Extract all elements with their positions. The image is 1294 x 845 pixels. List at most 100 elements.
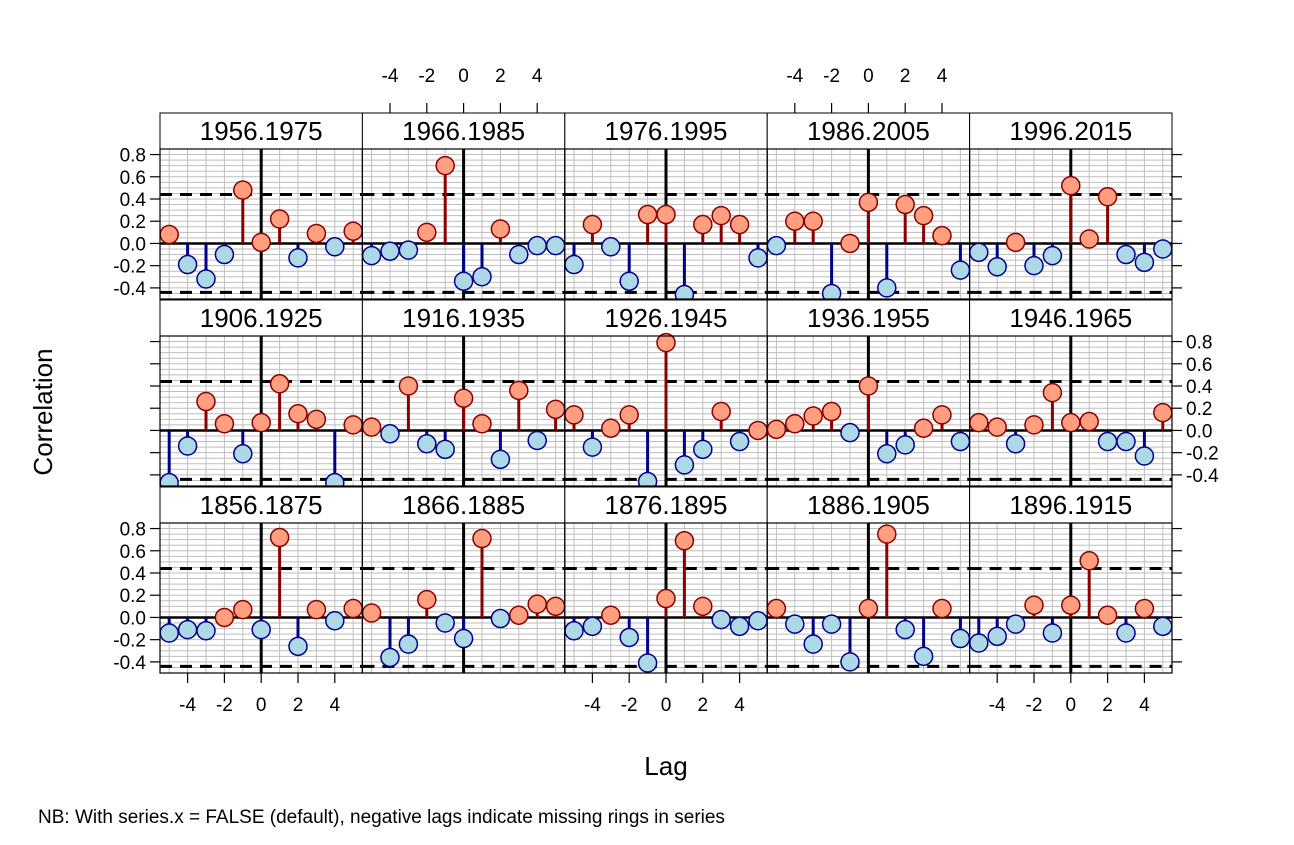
- data-point: [913, 205, 934, 226]
- data-point: [711, 609, 731, 630]
- panel-1986.2005: [766, 112, 971, 304]
- x-tick-label: -4: [786, 66, 803, 87]
- data-point: [343, 415, 363, 435]
- panel-1856.1875: [159, 486, 363, 674]
- data-point: [214, 607, 235, 628]
- data-point: [693, 214, 713, 235]
- strip: [564, 112, 768, 150]
- x-tick-label: 0: [256, 695, 267, 716]
- data-point: [509, 244, 529, 265]
- data-point: [361, 417, 382, 437]
- data-point: [251, 412, 271, 433]
- y-tick-label: 0.8: [1186, 333, 1212, 354]
- y-tick-label: 0.4: [120, 564, 147, 585]
- data-point: [785, 211, 805, 231]
- data-point: [1097, 431, 1118, 452]
- x-tick-label: 2: [1102, 695, 1113, 716]
- data-point: [214, 244, 235, 265]
- x-tick-label: -2: [621, 695, 638, 716]
- data-point: [693, 439, 713, 460]
- data-point: [1005, 232, 1026, 253]
- panel-1966.1985: [361, 112, 566, 300]
- data-point: [453, 388, 474, 408]
- data-point: [932, 405, 952, 425]
- x-tick-label: -4: [584, 695, 601, 716]
- y-tick-label: 0.8: [120, 146, 146, 167]
- y-tick-label: -0.4: [1186, 466, 1219, 487]
- x-tick-label: 4: [734, 695, 745, 716]
- x-tick-label: 4: [1139, 695, 1150, 716]
- data-point: [858, 192, 879, 213]
- data-point: [711, 205, 731, 226]
- data-point: [196, 391, 216, 412]
- data-point: [564, 405, 584, 425]
- data-point: [821, 401, 842, 422]
- data-point: [1061, 175, 1081, 196]
- data-point: [177, 254, 198, 275]
- data-point: [233, 444, 253, 464]
- data-point: [177, 436, 198, 456]
- data-point: [490, 449, 511, 470]
- data-point: [159, 623, 179, 643]
- x-tick-label: 2: [900, 66, 911, 87]
- data-point: [637, 204, 658, 225]
- x-tick-label: 4: [532, 66, 543, 87]
- data-point: [288, 404, 308, 424]
- data-point: [1061, 412, 1081, 433]
- data-point: [1097, 187, 1118, 207]
- strip: [564, 486, 768, 524]
- data-point: [582, 214, 603, 235]
- data-point: [196, 269, 216, 289]
- x-tick-label: 4: [937, 66, 948, 87]
- data-point: [766, 598, 787, 619]
- data-point: [932, 225, 952, 246]
- data-point: [785, 414, 805, 434]
- panel-label: 1856.1875: [200, 490, 323, 520]
- strip: [361, 486, 566, 524]
- x-tick-label: 2: [698, 695, 709, 716]
- data-point: [398, 240, 419, 260]
- data-point: [950, 628, 971, 649]
- y-tick-label: -0.4: [113, 653, 146, 674]
- data-point: [380, 647, 400, 668]
- data-point: [233, 599, 253, 620]
- data-point: [803, 406, 823, 426]
- data-point: [729, 616, 750, 637]
- x-tick-label: -4: [989, 695, 1006, 716]
- panel-label: 1926.1945: [605, 303, 728, 333]
- data-point: [1134, 446, 1155, 466]
- x-axis-title: Lag: [644, 751, 687, 781]
- data-point: [490, 219, 511, 239]
- panel-label: 1996.2015: [1009, 116, 1132, 146]
- data-point: [417, 434, 437, 454]
- data-point: [969, 412, 989, 433]
- data-point: [1024, 595, 1044, 615]
- data-point: [527, 594, 547, 614]
- data-point: [325, 611, 345, 631]
- strip: [159, 112, 363, 150]
- data-point: [453, 628, 474, 649]
- y-tick-label: 0.0: [120, 608, 146, 629]
- data-point: [306, 599, 327, 620]
- data-point: [1005, 614, 1026, 634]
- data-point: [877, 524, 897, 544]
- panel-1876.1895: [564, 486, 768, 674]
- data-point: [325, 237, 345, 257]
- data-point: [969, 242, 989, 263]
- data-point: [840, 652, 860, 672]
- panel-label: 1916.1935: [402, 303, 525, 333]
- x-tick-label: 2: [495, 66, 506, 87]
- data-point: [858, 376, 879, 396]
- panel-label: 1976.1995: [605, 116, 728, 146]
- y-axis-title: Correlation: [28, 348, 58, 475]
- x-tick-label: 0: [661, 695, 672, 716]
- data-point: [361, 603, 382, 623]
- data-point: [913, 418, 934, 438]
- data-point: [803, 634, 823, 654]
- data-point: [656, 204, 676, 225]
- data-point: [472, 414, 492, 434]
- x-tick-label: 0: [458, 66, 469, 87]
- y-tick-label: 0.0: [1186, 421, 1212, 442]
